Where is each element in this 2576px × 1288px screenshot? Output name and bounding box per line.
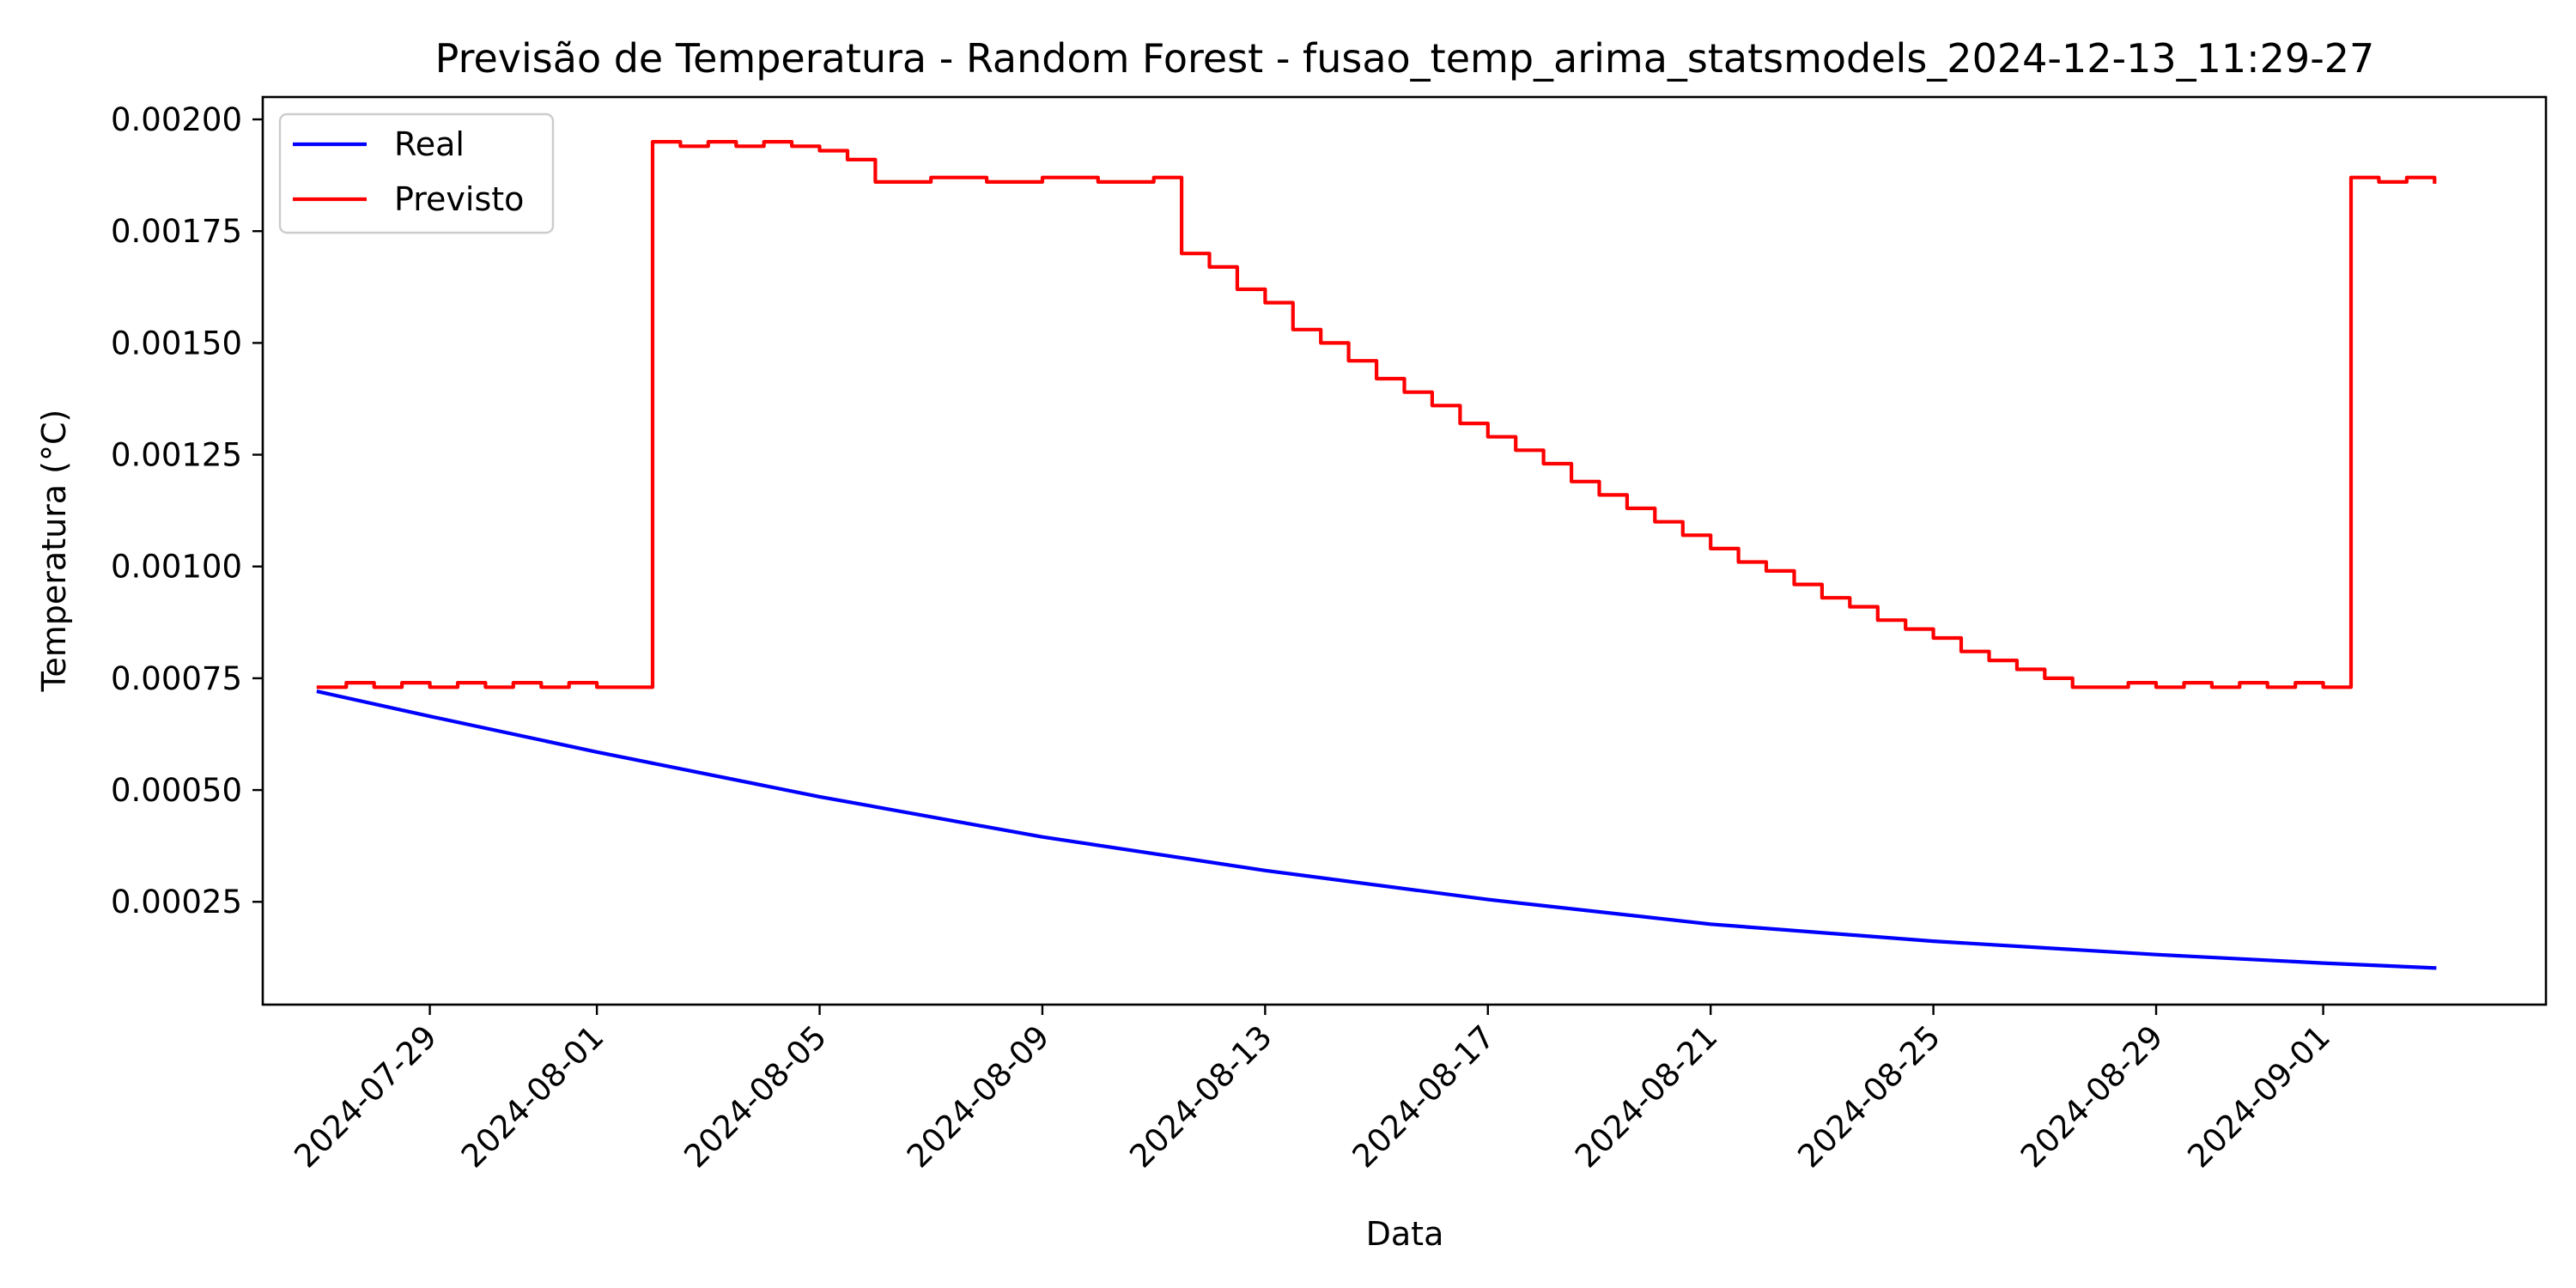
x-tick-label: 2024-08-29 — [2014, 1018, 2170, 1175]
series-layer — [316, 140, 2437, 970]
x-axis: 2024-07-29 2024-08-01 2024-08-05 2024-08-09… — [288, 1005, 2337, 1175]
x-tick-label: 2024-08-13 — [1122, 1018, 1279, 1175]
x-tick-label: 2024-07-29 — [288, 1018, 444, 1175]
y-tick-label: 0.00125 — [111, 437, 242, 474]
y-axis: 0.00025 0.00050 0.00075 0.00100 0.00125 0.001… — [111, 101, 263, 920]
x-axis-label: Data — [1366, 1215, 1444, 1253]
x-tick-label: 2024-08-21 — [1568, 1018, 1724, 1175]
x-tick-label: 2024-08-25 — [1791, 1018, 1947, 1175]
y-tick-label: 0.00200 — [111, 101, 242, 138]
x-tick-label: 2024-08-01 — [454, 1018, 611, 1175]
x-tick-label: 2024-08-05 — [677, 1018, 833, 1175]
chart-title: Previsão de Temperatura - Random Forest … — [435, 35, 2375, 82]
y-tick-label: 0.00150 — [111, 325, 242, 361]
y-tick-label: 0.00075 — [111, 660, 242, 697]
plot-frame — [261, 95, 2548, 1006]
y-tick-label: 0.00025 — [111, 884, 242, 920]
y-tick-label: 0.00100 — [111, 549, 242, 586]
y-tick-label: 0.00175 — [111, 213, 242, 250]
y-tick-label: 0.00050 — [111, 772, 242, 809]
x-tick-label: 2024-09-01 — [2181, 1018, 2337, 1175]
legend-label-previsto: Previsto — [394, 180, 524, 218]
legend: Real Previsto — [278, 112, 555, 234]
series-line-real — [316, 689, 2437, 970]
x-tick-label: 2024-08-17 — [1346, 1018, 1502, 1175]
y-axis-label: Temperatura (°C) — [35, 410, 73, 693]
series-line-previsto — [316, 140, 2437, 690]
x-tick-label: 2024-08-09 — [900, 1018, 1056, 1175]
legend-label-real: Real — [394, 125, 465, 163]
